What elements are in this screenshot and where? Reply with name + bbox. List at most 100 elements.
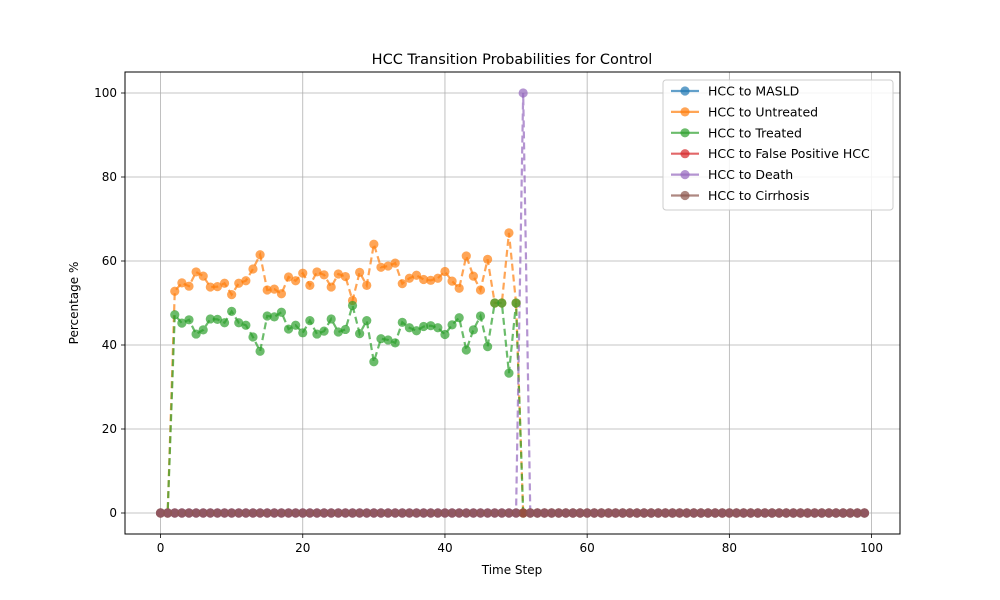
data-point [483,508,493,518]
x-tick-label: 40 [437,541,452,555]
data-point [262,508,272,518]
legend-marker [680,86,690,96]
data-point [404,323,415,333]
data-point [191,267,201,277]
data-point [703,508,713,518]
data-point [660,508,670,518]
data-point [504,368,514,378]
data-point [426,275,436,285]
data-point [340,271,351,282]
legend-marker [680,190,690,201]
x-tick-label: 80 [722,541,737,555]
data-point [227,290,237,300]
data-point [461,345,471,355]
data-point [774,508,784,518]
data-point [291,276,301,286]
data-point [731,508,742,518]
data-point [404,508,415,518]
x-tick-label: 60 [580,541,595,555]
data-point [738,508,749,518]
data-point [205,508,215,518]
data-point [369,239,379,249]
y-tick-label: 20 [102,422,117,436]
data-point [717,508,727,518]
x-tick-label: 20 [295,541,310,555]
data-point [255,250,265,260]
data-point [610,508,621,518]
data-point [234,278,244,288]
legend-entry: HCC to Death [708,167,793,182]
chart-title: HCC Transition Probabilities for Control [372,52,653,68]
data-point [362,508,372,518]
data-point [852,508,862,518]
data-point [511,298,521,308]
data-point [440,508,450,518]
data-point [781,508,791,518]
data-point [163,508,173,518]
data-point [461,508,471,518]
legend-entry: HCC to Treated [708,125,802,140]
data-point [205,314,215,324]
data-point [219,318,230,328]
data-point [305,280,315,290]
data-point [838,508,848,518]
y-tick-label: 100 [94,86,117,100]
data-point [355,508,365,518]
data-point [532,508,542,518]
data-point [198,508,208,518]
data-point [319,270,329,280]
data-point [404,273,415,283]
data-point [760,508,770,518]
data-point [276,307,287,317]
y-tick-label: 80 [102,170,117,184]
data-point [426,508,436,518]
data-point [674,508,685,518]
data-point [347,508,358,518]
data-point [319,326,329,336]
data-point [490,298,500,308]
data-point [582,508,592,518]
data-point [603,508,614,518]
legend-marker [680,128,690,138]
series-points [155,88,870,518]
data-point [283,508,294,518]
data-point [696,508,706,518]
data-point [511,508,521,518]
data-point [504,508,514,518]
data-point [831,508,841,518]
data-point [625,508,635,518]
data-point [241,508,251,518]
data-point [788,508,798,518]
data-point [298,268,308,278]
data-point [376,508,386,518]
data-point [419,274,429,285]
data-point [539,508,550,518]
data-point [170,508,180,518]
data-point [390,338,400,348]
data-point [241,320,251,330]
data-point [568,508,578,518]
data-point [639,508,649,518]
data-point [248,264,258,274]
data-point [447,320,457,330]
data-point [276,508,287,518]
data-point [198,325,208,335]
data-point [255,508,265,518]
data-point [219,278,230,288]
data-point [547,508,557,518]
data-point [383,335,393,345]
data-point [234,318,244,328]
data-point [554,508,564,518]
data-point [411,270,422,280]
data-point [824,508,834,518]
data-point [184,508,194,518]
data-point [767,508,777,518]
x-axis-label: Time Step [481,563,543,577]
data-point [468,325,478,335]
legend: HCC to MASLD HCC to Untreated HCC to Treat… [662,79,894,211]
data-point [810,508,820,518]
data-point [312,508,322,518]
legend-box [662,79,894,211]
plot-frame [124,71,901,535]
data-point [212,508,223,518]
